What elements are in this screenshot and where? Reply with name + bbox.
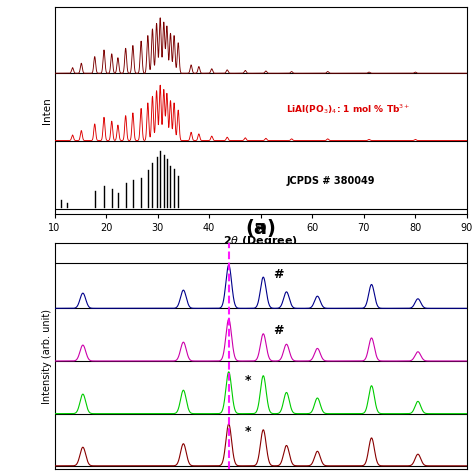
Text: LiAl(PO$_3$)$_4$: 1 mol % Tb$^{3+}$: LiAl(PO$_3$)$_4$: 1 mol % Tb$^{3+}$ [286, 102, 411, 116]
Y-axis label: Intensity (arb. unit): Intensity (arb. unit) [42, 309, 52, 403]
Text: #: # [273, 324, 284, 337]
Text: JCPDS # 380049: JCPDS # 380049 [286, 176, 375, 186]
X-axis label: 2$\theta$ (Degree): 2$\theta$ (Degree) [223, 234, 298, 248]
Text: (a): (a) [245, 219, 276, 237]
Y-axis label: Inten: Inten [42, 97, 52, 124]
Text: *: * [245, 425, 252, 438]
Text: *: * [245, 374, 252, 387]
Text: #: # [273, 268, 284, 281]
